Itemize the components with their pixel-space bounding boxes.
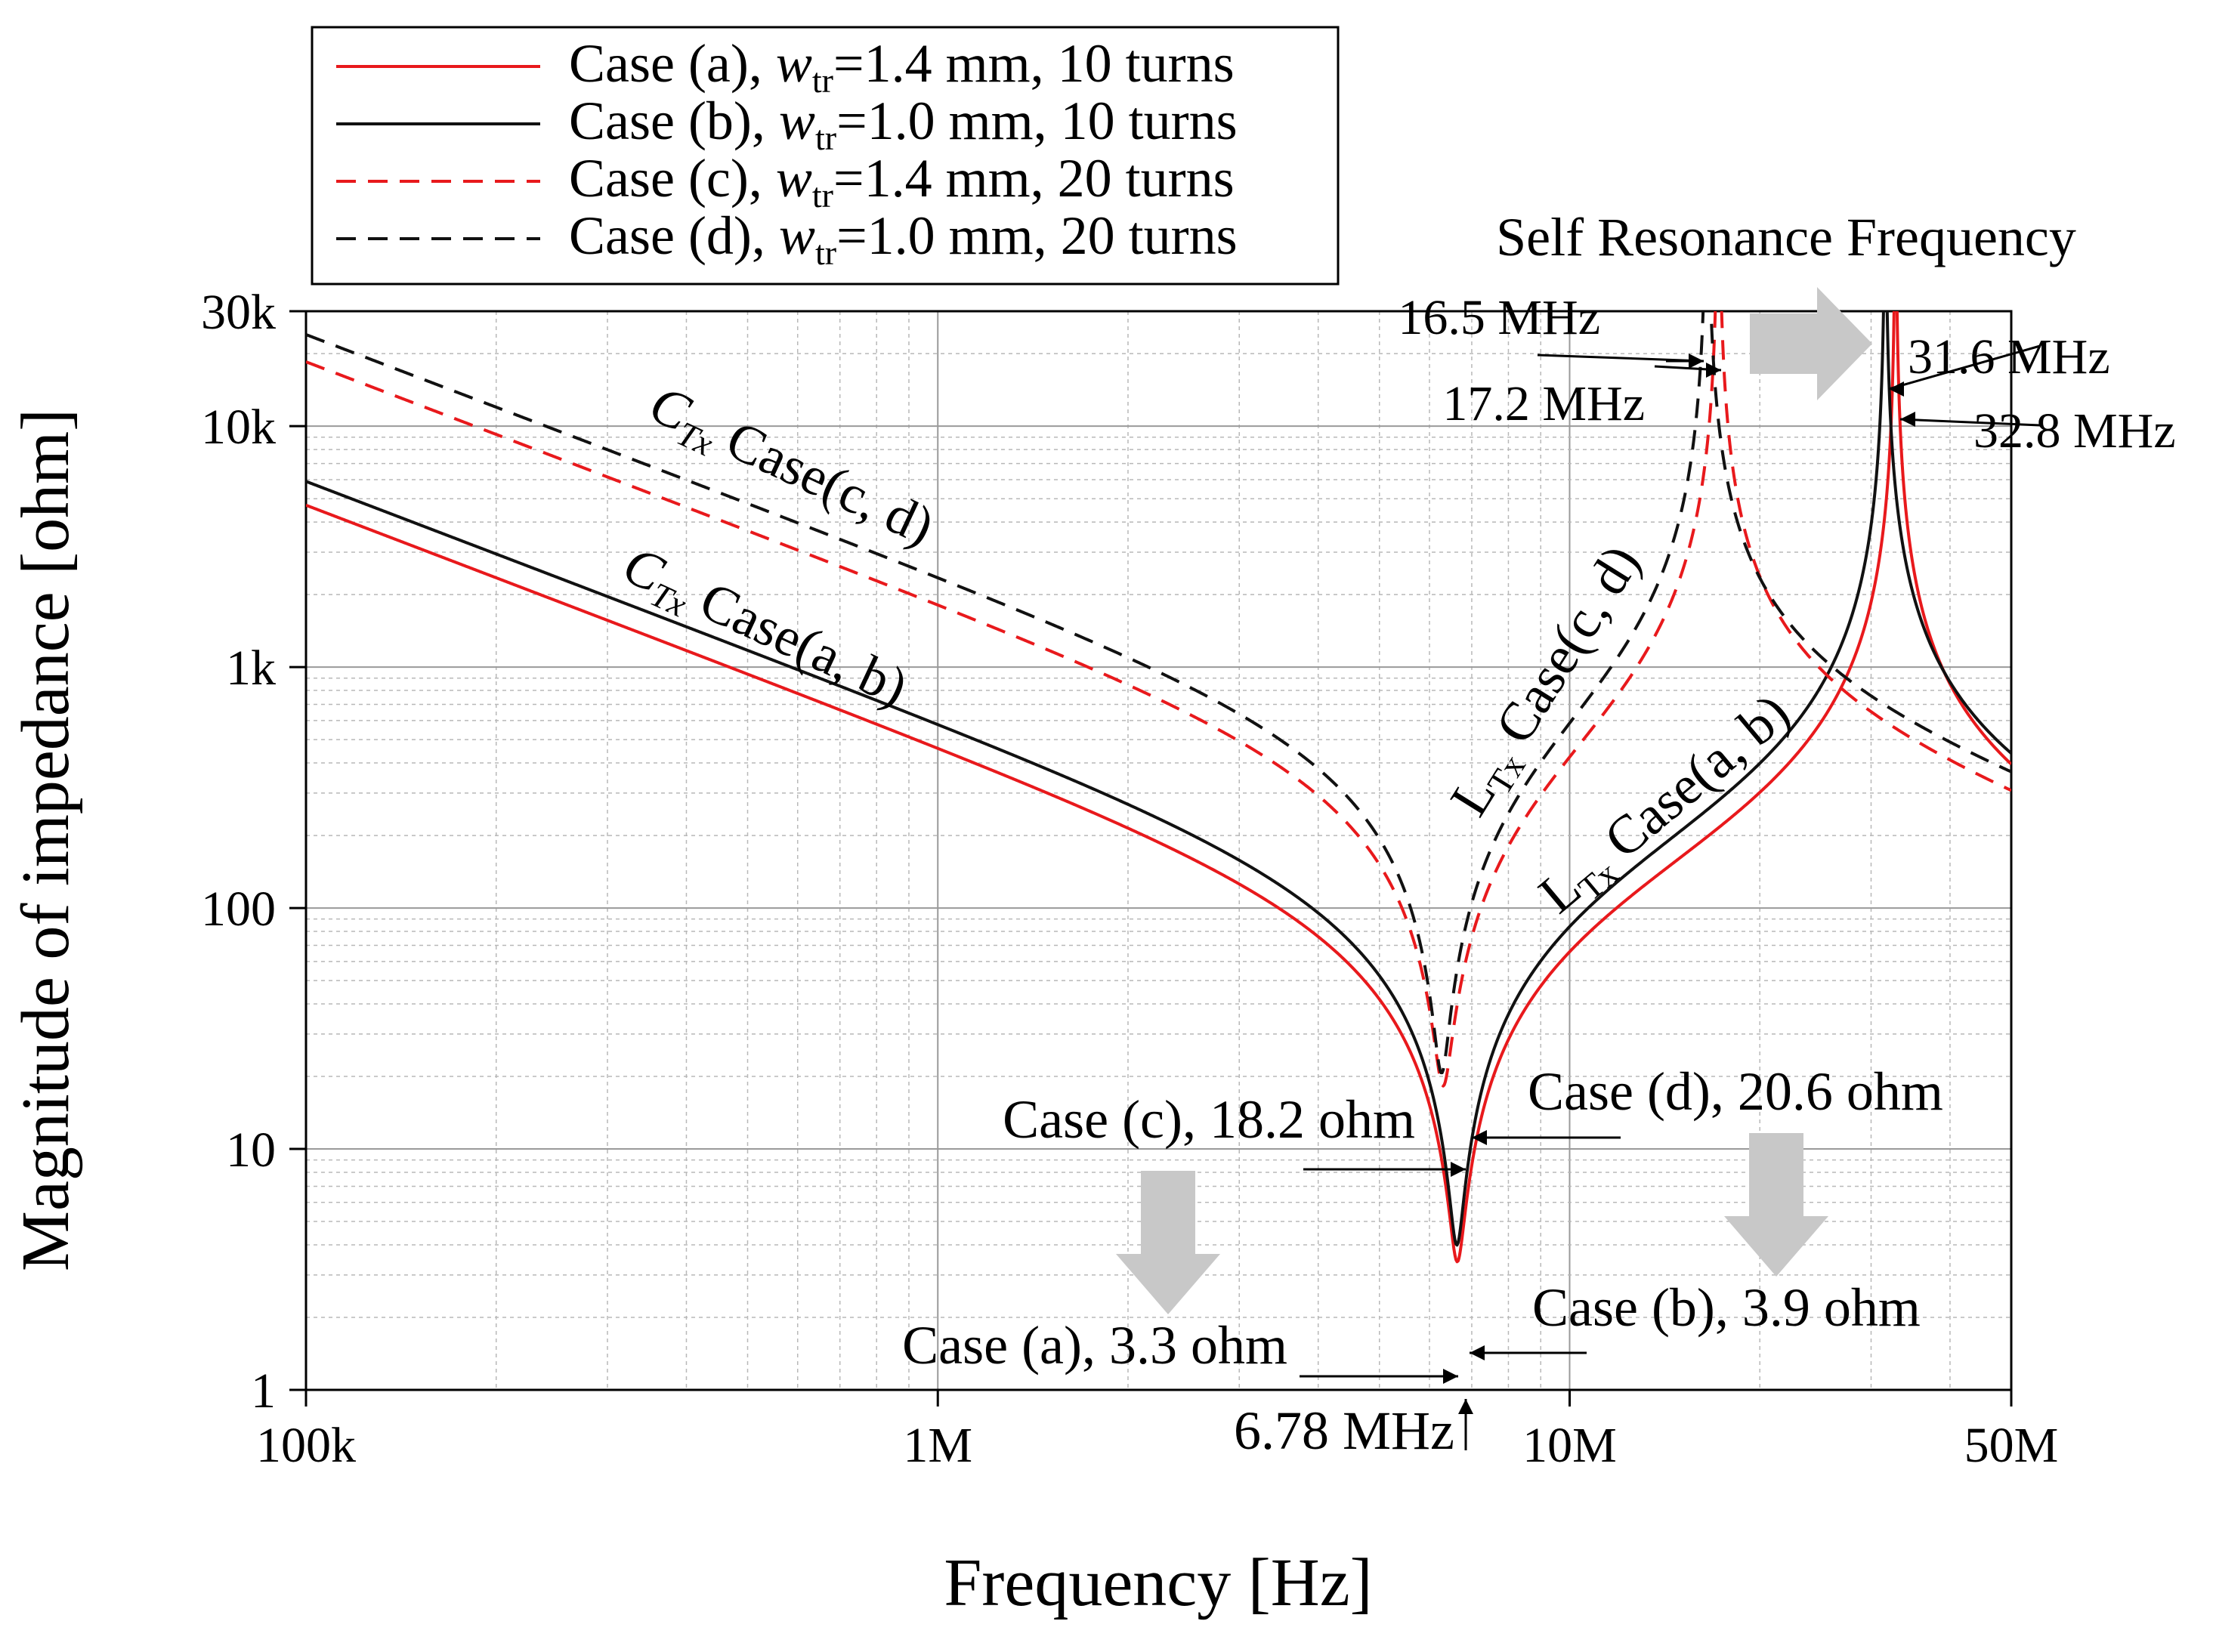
axis-ticks: 100k 1M 10M 50M 1 10 100 1k 10k 30k (201, 285, 2058, 1473)
annotation-pointers (1300, 344, 2041, 1450)
y-axis-title: Magnitude of impedance [ohm] (8, 409, 83, 1271)
pointer-arrowhead (1889, 381, 1904, 397)
min-label-c: Case (c), 18.2 ohm (1003, 1089, 1415, 1150)
x-tick-label: 100k (256, 1418, 356, 1473)
legend-box (311, 26, 1340, 286)
curve-label-ctx-cd: CTx Case(c, d) (638, 373, 943, 562)
y-tick-label: 1 (251, 1363, 276, 1419)
series-line-d (306, 311, 2011, 1075)
srf-label-d: 16.5 MHz (1398, 290, 1600, 345)
y-tick-label: 100 (201, 882, 276, 937)
min-label-d: Case (d), 20.6 ohm (1528, 1061, 1943, 1122)
pointer-arrowhead (1470, 1345, 1485, 1360)
pointer-line (1899, 418, 2041, 427)
y-tick-label: 10 (226, 1122, 276, 1178)
x-axis-title: Frequency [Hz] (944, 1545, 1372, 1620)
x-tick-label: 10M (1522, 1418, 1617, 1473)
down-arrow-icon (1724, 1133, 1828, 1277)
pointer-arrowhead (1472, 1130, 1487, 1145)
series-line-b (306, 311, 2011, 1247)
plot-frame (304, 310, 2013, 1391)
pointer-arrowhead (1443, 1369, 1458, 1384)
right-arrow-icon (1750, 287, 1872, 400)
legend-label-c: Case (c), wtr=1.4 mm, 20 turns (569, 148, 1235, 215)
y-tick-label: 1k (226, 641, 276, 696)
srf-label-a: 32.8 MHz (1973, 403, 2176, 459)
x-tick-label: 50M (1964, 1418, 2059, 1473)
series-line-a (306, 311, 2011, 1264)
srf-label-b: 31.6 MHz (1908, 329, 2110, 384)
min-label-b: Case (b), 3.9 ohm (1532, 1277, 1921, 1338)
curve-label-ctx-ab: CTx Case(a, b) (612, 534, 916, 723)
series-layer (306, 311, 2011, 1264)
pointer-arrowhead (1706, 363, 1721, 378)
down-arrow-icon (1116, 1171, 1220, 1314)
grid (306, 311, 2011, 1390)
min-label-a: Case (a), 3.3 ohm (902, 1315, 1287, 1376)
pointer-arrowhead (1451, 1162, 1466, 1177)
srf-label-c: 17.2 MHz (1442, 376, 1645, 431)
y-tick-label: 30k (201, 285, 276, 340)
srf-title: Self Resonance Frequency (1496, 207, 2076, 267)
pointer-arrowhead (1458, 1399, 1473, 1414)
pointer-arrowhead (1900, 412, 1915, 427)
legend-label-b: Case (b), wtr=1.0 mm, 10 turns (569, 91, 1238, 157)
pointer-line (1888, 344, 2041, 391)
legend-label-d: Case (d), wtr=1.0 mm, 20 turns (569, 205, 1238, 272)
f0-label: 6.78 MHz (1234, 1400, 1454, 1461)
y-tick-label: 10k (201, 400, 276, 455)
x-tick-label: 1M (903, 1418, 972, 1473)
legend-label-a: Case (a), wtr=1.4 mm, 10 turns (569, 33, 1235, 100)
series-line-c (306, 311, 2011, 1088)
gray-arrows (1116, 287, 1872, 1314)
